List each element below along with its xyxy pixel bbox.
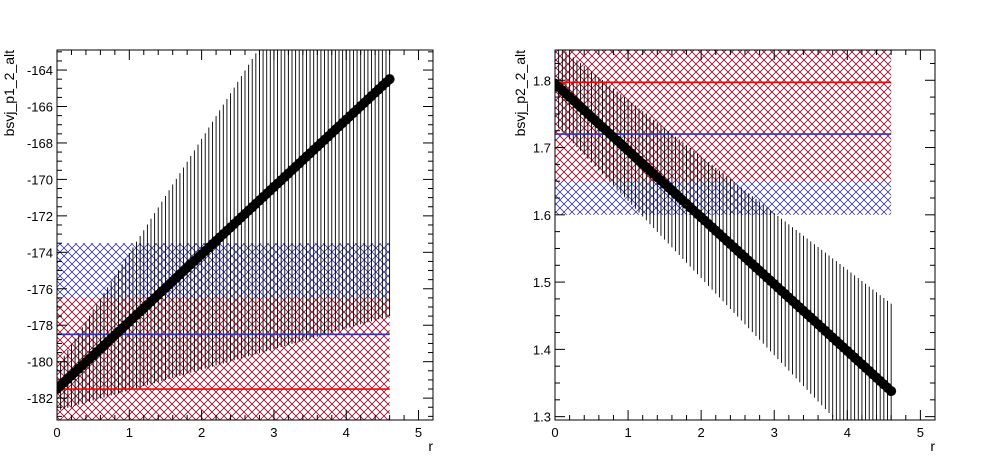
data-point (886, 386, 897, 397)
band-2 (555, 50, 892, 182)
x-tick-label: 1 (624, 425, 631, 440)
y-tick-label: -176 (27, 282, 53, 297)
x-axis: 0 1 2 3 4 5r (53, 50, 434, 454)
x-tick-label: 2 (198, 425, 205, 440)
y-tick-label: -178 (27, 318, 53, 333)
y-tick-label: -172 (27, 209, 53, 224)
x-axis-title: r (930, 438, 935, 454)
x-tick-label: 1 (126, 425, 133, 440)
y-tick-label: 1.3 (533, 410, 551, 425)
y-tick-label: -164 (27, 63, 53, 78)
x-tick-label: 5 (917, 425, 924, 440)
x-tick-label: 4 (343, 425, 350, 440)
y-tick-label: -170 (27, 172, 53, 187)
y-tick-label: 1.7 (533, 141, 551, 156)
y-tick-label: -166 (27, 100, 53, 115)
y-tick-label: -174 (27, 245, 53, 260)
x-tick-label: 3 (270, 425, 277, 440)
x-tick-label: 0 (551, 425, 558, 440)
y-tick-label: -182 (27, 391, 53, 406)
plot-area (555, 50, 897, 420)
y-tick-label: 1.5 (533, 275, 551, 290)
x-tick-label: 3 (771, 425, 778, 440)
plot-area (57, 50, 395, 420)
chart-2: 0 1 2 3 4 5r 1.3 1.4 1.5 1.6 1.7 1.8 bsvj_p2_2_alt (512, 49, 936, 454)
x-tick-label: 4 (844, 425, 851, 440)
y-axis: -182 -180 -178 -176 -174 -172 -170 -168 -166 -164… (1, 50, 433, 417)
y-axis-title: bsvj_p1_2_alt (1, 50, 17, 137)
y-axis: 1.3 1.4 1.5 1.6 1.7 1.8 bsvj_p2_2_alt (512, 50, 935, 425)
y-tick-label: 1.8 (533, 73, 551, 88)
y-tick-label: 1.6 (533, 208, 551, 223)
x-tick-label: 5 (415, 425, 422, 440)
x-axis-title: r (428, 438, 433, 454)
x-tick-label: 2 (698, 425, 705, 440)
x-axis: 0 1 2 3 4 5r (551, 50, 936, 454)
data-point (384, 74, 395, 85)
y-tick-label: 1.4 (533, 342, 551, 357)
x-tick-label: 0 (53, 425, 60, 440)
y-axis-title: bsvj_p2_2_alt (512, 50, 528, 137)
y-tick-label: -168 (27, 136, 53, 151)
chart-1: 0 1 2 3 4 5r-182-180-178-176-174-172-170-168-… (1, 49, 434, 454)
y-tick-label: -180 (27, 355, 53, 370)
